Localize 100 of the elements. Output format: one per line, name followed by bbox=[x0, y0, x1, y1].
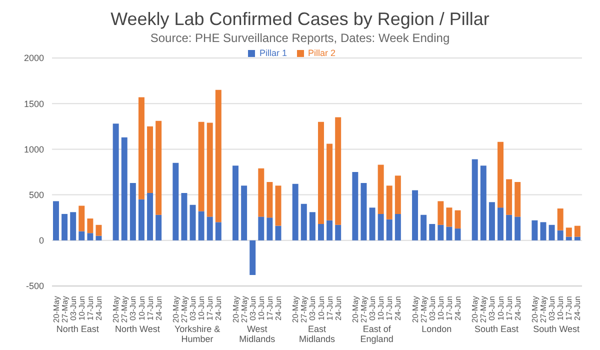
bar bbox=[198, 211, 204, 240]
bar bbox=[215, 90, 222, 222]
x-tick-label: 17-Jun bbox=[265, 296, 274, 320]
bar bbox=[87, 233, 94, 240]
x-tick-label: 27-May bbox=[180, 296, 189, 323]
bar bbox=[506, 214, 512, 240]
bar bbox=[369, 208, 376, 240]
bar bbox=[394, 176, 401, 214]
x-tick-label: 03-Jun bbox=[308, 296, 318, 320]
x-tick-label: 03-Jun bbox=[128, 296, 138, 320]
x-tick-label: 27-May bbox=[419, 296, 428, 323]
bar bbox=[96, 224, 102, 236]
bar bbox=[292, 184, 298, 240]
bar bbox=[335, 224, 342, 240]
bar bbox=[386, 219, 392, 240]
chart-subtitle: Source: PHE Surveillance Reports, Dates: Week Ending bbox=[149, 30, 451, 46]
legend-label: Pillar 1 bbox=[259, 48, 287, 58]
bar bbox=[540, 222, 546, 240]
bar bbox=[514, 182, 521, 217]
y-tick-label: -500 bbox=[26, 281, 44, 292]
x-tick-label: 24-Jun bbox=[154, 296, 164, 320]
x-tick-label: 17-Jun bbox=[504, 296, 514, 320]
bar bbox=[206, 216, 213, 240]
bar bbox=[412, 190, 418, 240]
x-tick-label: 10-Jun bbox=[376, 296, 386, 320]
x-tick-label: 20-May bbox=[52, 296, 61, 323]
bar bbox=[352, 172, 358, 240]
x-tick-label: 03-Jun bbox=[428, 296, 437, 320]
text: Yorkshire & Humber bbox=[173, 324, 222, 344]
bar bbox=[70, 212, 76, 240]
bar bbox=[446, 208, 452, 227]
x-tick-label: 27-May bbox=[479, 296, 488, 323]
x-tick-label: 20-May bbox=[470, 296, 480, 323]
bar bbox=[232, 166, 238, 240]
x-tick-label: 17-Jun bbox=[206, 296, 215, 320]
bar bbox=[514, 216, 521, 240]
bar bbox=[87, 218, 94, 234]
text: West Midlands bbox=[238, 324, 276, 344]
x-tick-label: 10-Jun bbox=[77, 296, 86, 320]
bar bbox=[53, 201, 59, 240]
bar bbox=[394, 214, 401, 240]
x-tick-label: 20-May bbox=[112, 296, 121, 323]
y-tick-label: 2000 bbox=[24, 53, 44, 64]
x-tick-label: 24-Jun bbox=[573, 296, 582, 320]
bar bbox=[488, 202, 495, 240]
bar bbox=[506, 179, 512, 215]
bar bbox=[78, 206, 85, 232]
x-tick-label: 27-May bbox=[539, 296, 548, 323]
bar bbox=[309, 212, 316, 240]
x-tick-label: 27-May bbox=[300, 296, 309, 323]
bar bbox=[266, 218, 273, 240]
x-tick-label: 24-Jun bbox=[394, 296, 403, 320]
x-tick-label: 24-Jun bbox=[334, 296, 343, 320]
bar bbox=[480, 166, 486, 240]
bar bbox=[241, 186, 248, 240]
x-tick-label: 17-Jun bbox=[146, 296, 155, 320]
bar bbox=[378, 164, 384, 214]
text: North East bbox=[55, 324, 100, 334]
x-tick-label: 03-Jun bbox=[188, 296, 198, 320]
bar bbox=[454, 210, 461, 229]
bar bbox=[557, 208, 564, 230]
bar bbox=[96, 236, 102, 240]
bar bbox=[121, 137, 128, 240]
x-tick-label: 20-May bbox=[231, 296, 240, 323]
x-tick-label: 10-Jun bbox=[137, 296, 146, 320]
x-tick-label: 24-Jun bbox=[454, 296, 463, 320]
bar bbox=[429, 224, 436, 240]
x-tick-label: 17-Jun bbox=[86, 296, 95, 320]
text: East Midlands bbox=[298, 324, 336, 344]
x-tick-label: 03-Jun bbox=[68, 296, 78, 320]
bar bbox=[420, 214, 427, 240]
x-tick-label: 03-Jun bbox=[488, 296, 497, 320]
bar bbox=[438, 201, 444, 225]
bar bbox=[566, 236, 572, 240]
bar bbox=[62, 214, 68, 240]
bar bbox=[335, 117, 342, 225]
bar bbox=[130, 182, 136, 240]
x-tick-label: 17-Jun bbox=[325, 296, 334, 320]
bar bbox=[574, 226, 580, 237]
bar bbox=[548, 224, 555, 240]
bar bbox=[206, 122, 213, 217]
x-tick-label: 20-May bbox=[171, 296, 180, 323]
bar bbox=[190, 204, 196, 240]
legend-label: Pillar 2 bbox=[308, 48, 336, 58]
bar bbox=[318, 122, 324, 224]
bar bbox=[78, 231, 85, 240]
text: London bbox=[420, 324, 453, 334]
bar bbox=[258, 216, 264, 240]
text: South East bbox=[473, 324, 520, 334]
x-tick-label: 10-Jun bbox=[256, 296, 266, 320]
x-tick-label: 27-May bbox=[120, 296, 130, 323]
x-tick-label: 03-Jun bbox=[248, 296, 258, 320]
bar bbox=[181, 192, 188, 240]
bar bbox=[138, 199, 144, 240]
bar bbox=[326, 144, 333, 220]
chart-title: Weekly Lab Confirmed Cases by Region / Pillar bbox=[110, 8, 490, 30]
y-tick-label: 1000 bbox=[24, 144, 44, 154]
y-tick-label: 500 bbox=[28, 190, 44, 200]
bar bbox=[557, 230, 564, 240]
bar bbox=[147, 126, 154, 193]
